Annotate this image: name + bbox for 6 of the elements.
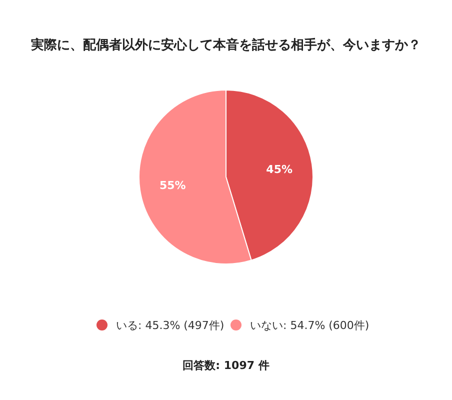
chart-title: 実際に、配偶者以外に安心して本音を話せる相手が、今いますか？: [30, 37, 421, 53]
data-label: 45%: [266, 163, 293, 176]
legend-label: いる: 45.3% (497件): [116, 319, 224, 332]
legend-label: いない: 54.7% (600件): [250, 319, 370, 332]
text: 回答数: 1097 件: [182, 359, 270, 372]
data-label: 55%: [159, 178, 186, 192]
